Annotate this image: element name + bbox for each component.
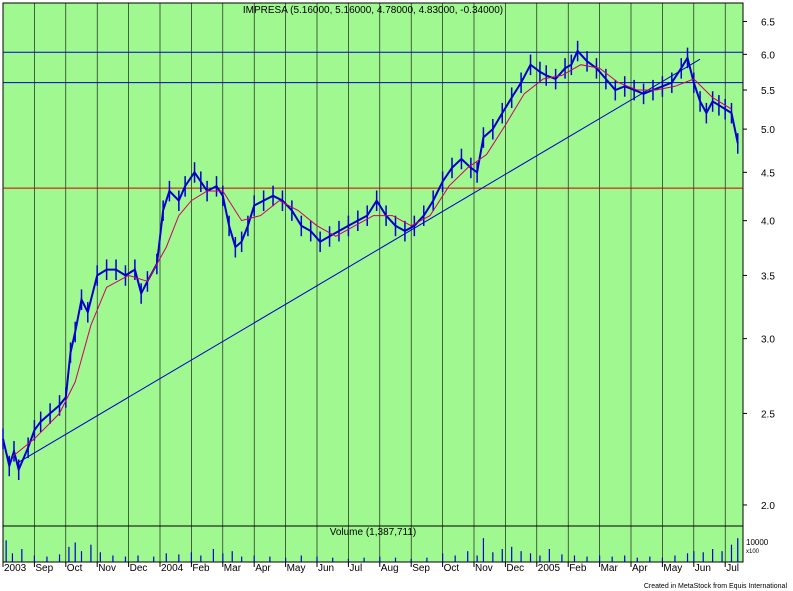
trendline: [18, 58, 701, 463]
vertical-gridlines: [34, 3, 726, 526]
x-tick-label: Oct: [67, 563, 83, 574]
y-tick-label: 2.5: [761, 409, 775, 420]
y-tick-label: 4.0: [761, 217, 775, 228]
y-tick-label: 4.5: [761, 168, 775, 179]
y-tick-label: 5.5: [761, 86, 775, 97]
y-tick-label: 3.0: [761, 335, 775, 346]
y-tick-label: 6.0: [761, 50, 775, 61]
x-tick-label: Dec: [506, 563, 524, 574]
x-tick-label: 2003: [4, 563, 27, 574]
y-tick-label: 3.5: [761, 271, 775, 282]
x-tick-label: Jun: [695, 563, 711, 574]
y-tick-label: 6.5: [761, 18, 775, 29]
x-tick-label: Mar: [601, 563, 619, 574]
price-line: [2, 49, 739, 473]
x-tick-label: Dec: [130, 563, 148, 574]
price-panel-background: [2, 2, 744, 527]
x-tick-label: May: [663, 563, 682, 574]
x-tick-label: Feb: [569, 563, 587, 574]
x-tick-label: Nov: [98, 563, 116, 574]
volume-axis: 10000 x100: [746, 538, 769, 555]
x-tick-label: Mar: [224, 563, 242, 574]
moving-average-line: [12, 64, 732, 457]
x-tick-label: Sep: [35, 563, 53, 574]
x-tick-label: Feb: [192, 563, 210, 574]
trendline-group: [18, 58, 701, 463]
x-tick-label: Apr: [255, 563, 271, 574]
volume-unit-label: x100: [746, 549, 760, 555]
x-tick-label: Jul: [726, 563, 739, 574]
x-tick-label: 2004: [161, 563, 184, 574]
y-tick-label: 5.0: [761, 125, 775, 136]
x-tick-label: Apr: [632, 563, 648, 574]
volume-panel-background: [2, 525, 744, 563]
x-axis: 2003 Sep Oct Nov Dec 2004 Feb Mar Apr May Jun Jul Au…: [2, 562, 739, 574]
x-tick-label: 2005: [538, 563, 561, 574]
volume-tick-label: 10000: [746, 538, 769, 547]
y-tick-label: 2.0: [761, 501, 775, 512]
credit-text: Created in MetaStock from Equis Internat…: [644, 583, 788, 590]
x-tick-label: Jun: [318, 563, 334, 574]
y-axis: 2.0 2.5 3.0 3.5 4.0 4.5 5.0 5.5 6.0 6.5: [743, 18, 775, 512]
x-tick-label: May: [287, 563, 306, 574]
volume-label: Volume (1,387,711): [330, 527, 417, 538]
x-tick-label: Sep: [412, 563, 430, 574]
moving-average-series: [12, 64, 732, 457]
x-tick-label: Aug: [381, 563, 399, 574]
chart-title: IMPRESA (5.16000, 5.16000, 4.78000, 4.83…: [243, 5, 503, 16]
x-tick-label: Nov: [475, 563, 493, 574]
volume-bars: [5, 538, 739, 562]
x-tick-label: Oct: [444, 563, 460, 574]
x-tick-label: Jul: [349, 563, 362, 574]
price-series: [2, 40, 739, 480]
